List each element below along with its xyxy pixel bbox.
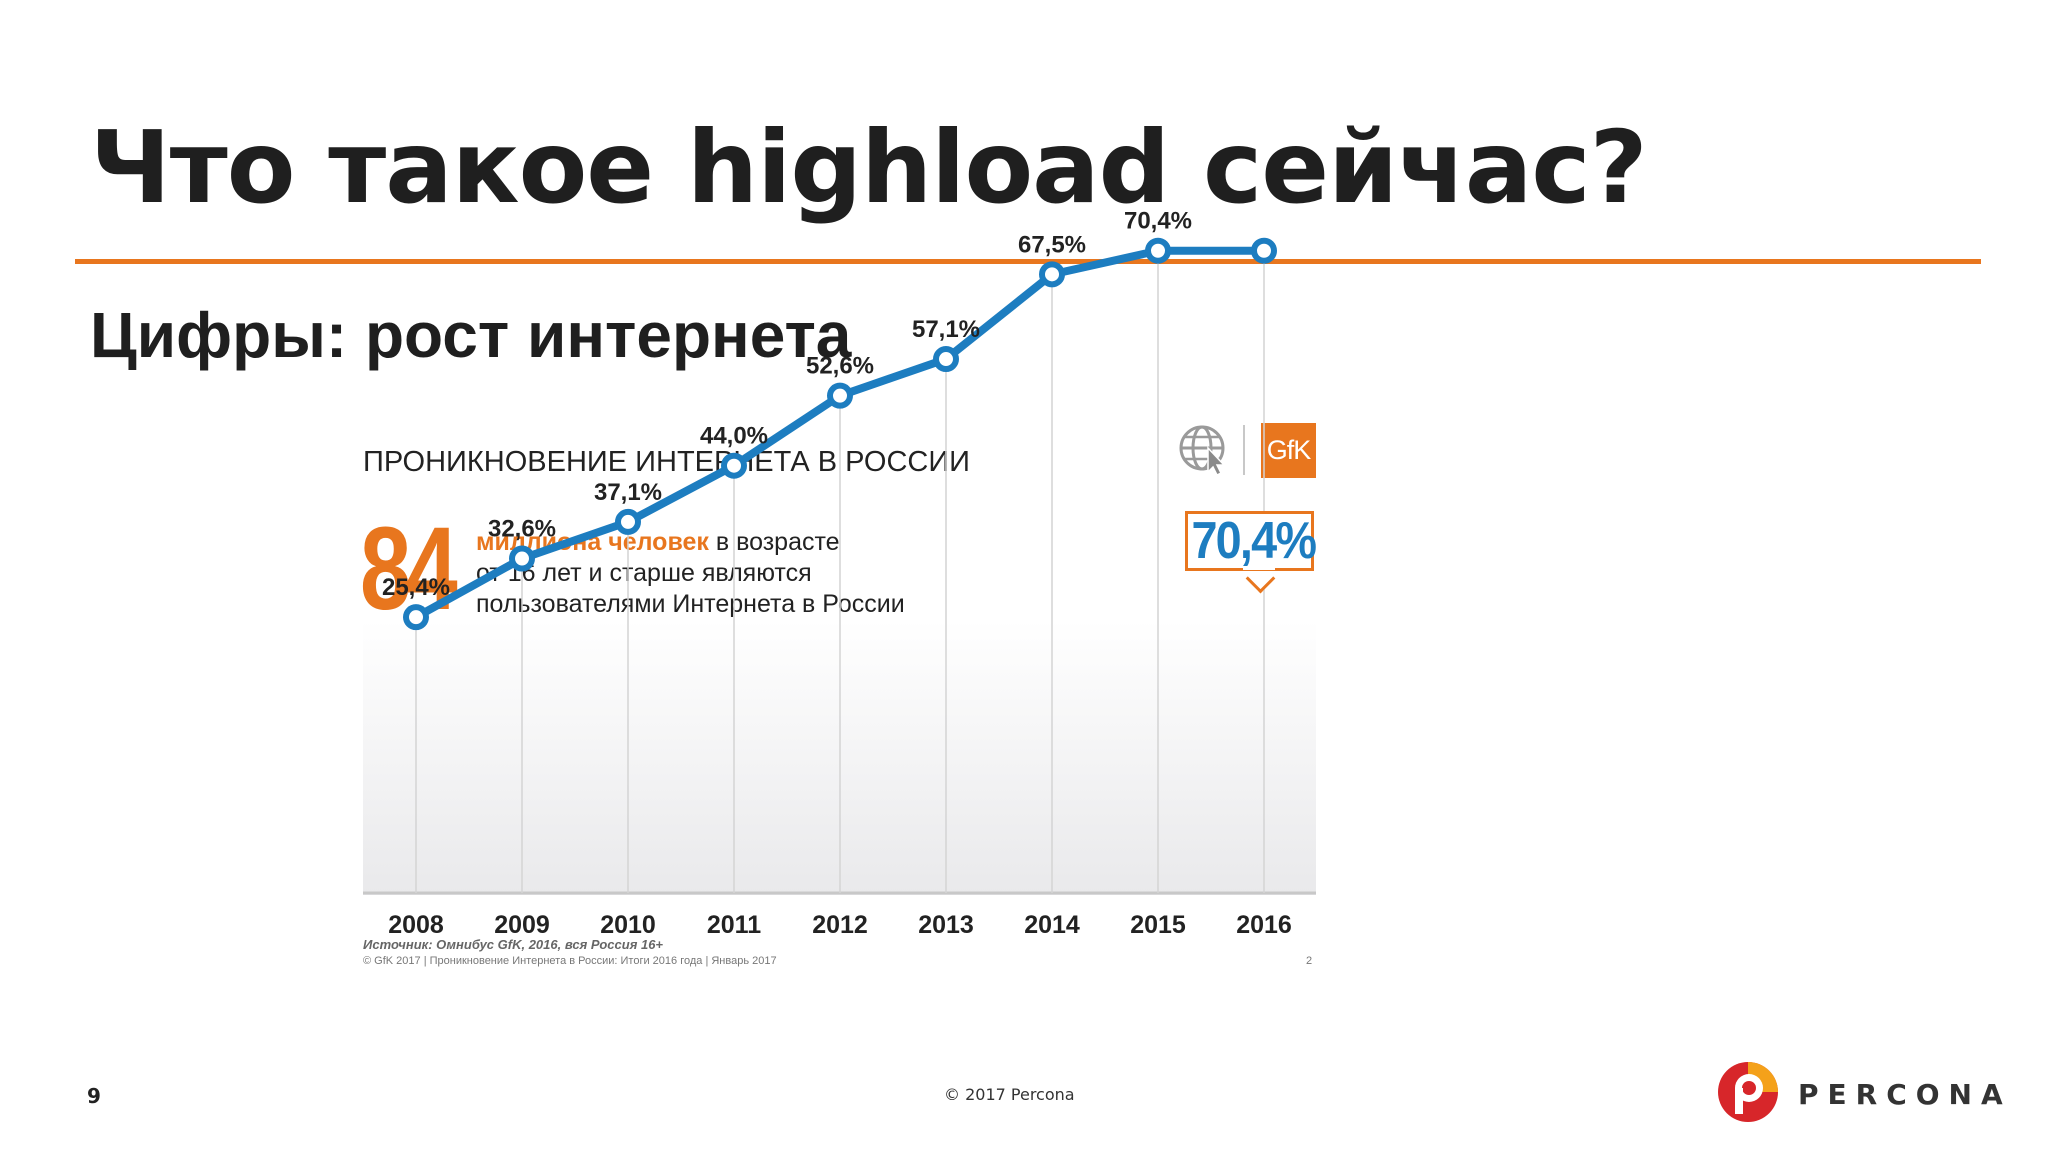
title-divider	[75, 259, 1981, 264]
data-label: 44,0%	[700, 423, 768, 450]
footer-copyright: © 2017 Percona	[944, 1085, 1075, 1104]
page-number: 9	[87, 1084, 101, 1108]
x-tick-label: 2015	[1130, 911, 1186, 939]
data-point	[1039, 261, 1065, 288]
x-tick-label: 2011	[707, 911, 761, 939]
chart-source: Источник: Омнибус GfK, 2016, вся Россия …	[363, 937, 664, 952]
data-label: 37,1%	[594, 479, 662, 506]
chart-copyright: © GfK 2017 | Проникновение Интернета в Р…	[363, 955, 777, 967]
data-label: 57,1%	[912, 316, 980, 343]
callout-value: 70,4%	[1191, 512, 1317, 570]
data-point	[403, 604, 429, 631]
x-tick-label: 2014	[1024, 911, 1080, 939]
logo-divider	[1243, 425, 1245, 475]
data-label: 32,6%	[488, 516, 556, 543]
data-label: 25,4%	[382, 574, 450, 601]
percona-wordmark: PERCONA	[1798, 1078, 2012, 1111]
x-tick-label: 2010	[600, 911, 656, 939]
chart-page-number: 2	[1306, 955, 1313, 967]
x-tick-label: 2012	[812, 911, 868, 939]
data-point	[509, 545, 535, 572]
data-point	[1145, 237, 1171, 264]
x-tick-label: 2009	[494, 911, 550, 939]
data-point	[615, 508, 641, 535]
x-tick-label: 2008	[388, 911, 444, 939]
data-label: 67,5%	[1018, 231, 1086, 258]
slide-subtitle: Цифры: рост интернета	[90, 299, 852, 371]
chart-title: ПРОНИКНОВЕНИЕ ИНТЕРНЕТА В РОССИИ	[363, 446, 971, 478]
data-label: 70,4%	[1124, 208, 1192, 235]
stat-line-3: пользователями Интернета в России	[476, 590, 905, 618]
data-point	[721, 452, 747, 479]
slide-title: Что такое highload сейчас?	[90, 109, 1648, 226]
data-point	[1251, 237, 1277, 264]
stat-line-1-rest: в возрасте	[708, 528, 840, 556]
data-label: 52,6%	[806, 353, 874, 380]
x-tick-label: 2013	[918, 911, 974, 939]
x-tick-label: 2016	[1236, 911, 1292, 939]
data-point	[827, 382, 853, 409]
percona-logo-icon	[1718, 1062, 1778, 1122]
callout-tail-mask	[1243, 560, 1275, 570]
gfk-logo: GfK	[1261, 423, 1316, 478]
data-point	[933, 346, 959, 373]
globe-cursor-icon	[1179, 425, 1226, 476]
